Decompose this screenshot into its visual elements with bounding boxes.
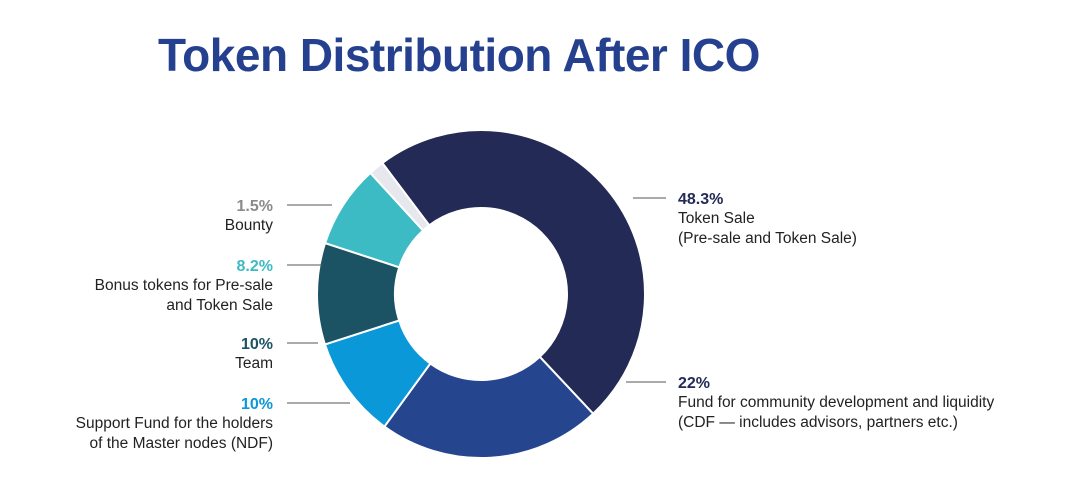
slice-label-ndf-line-2: of the Master nodes (NDF) <box>90 435 273 452</box>
slice-bounty <box>369 161 431 232</box>
slice-label-token-sale-line-2: (Pre-sale and Token Sale) <box>678 230 857 247</box>
slice-label-team-line-1: Team <box>235 355 273 372</box>
value-label-bonus: 8.2% <box>237 258 273 275</box>
slice-label-ndf-line-1: Support Fund for the holders <box>76 415 274 432</box>
value-label-cdf: 22% <box>678 375 710 392</box>
slice-label-bonus-line-1: Bonus tokens for Pre-sale <box>95 277 273 294</box>
slice-label-cdf-line-1: Fund for community development and liqui… <box>678 394 994 411</box>
value-label-ndf: 10% <box>241 396 273 413</box>
slice-label-token-sale-line-1: Token Sale <box>678 210 755 227</box>
slice-label-bonus-line-2: and Token Sale <box>166 297 273 314</box>
slice-label-cdf-line-2: (CDF — includes advisors, partners etc.) <box>678 414 958 431</box>
slice-token-sale <box>380 129 646 416</box>
value-label-bounty: 1.5% <box>237 198 273 215</box>
chart-title: Token Distribution After ICO <box>158 29 760 81</box>
value-label-token-sale: 48.3% <box>678 191 723 208</box>
slice-cdf <box>383 355 595 459</box>
value-label-team: 10% <box>241 336 273 353</box>
slice-label-bounty-line-1: Bounty <box>225 217 274 234</box>
